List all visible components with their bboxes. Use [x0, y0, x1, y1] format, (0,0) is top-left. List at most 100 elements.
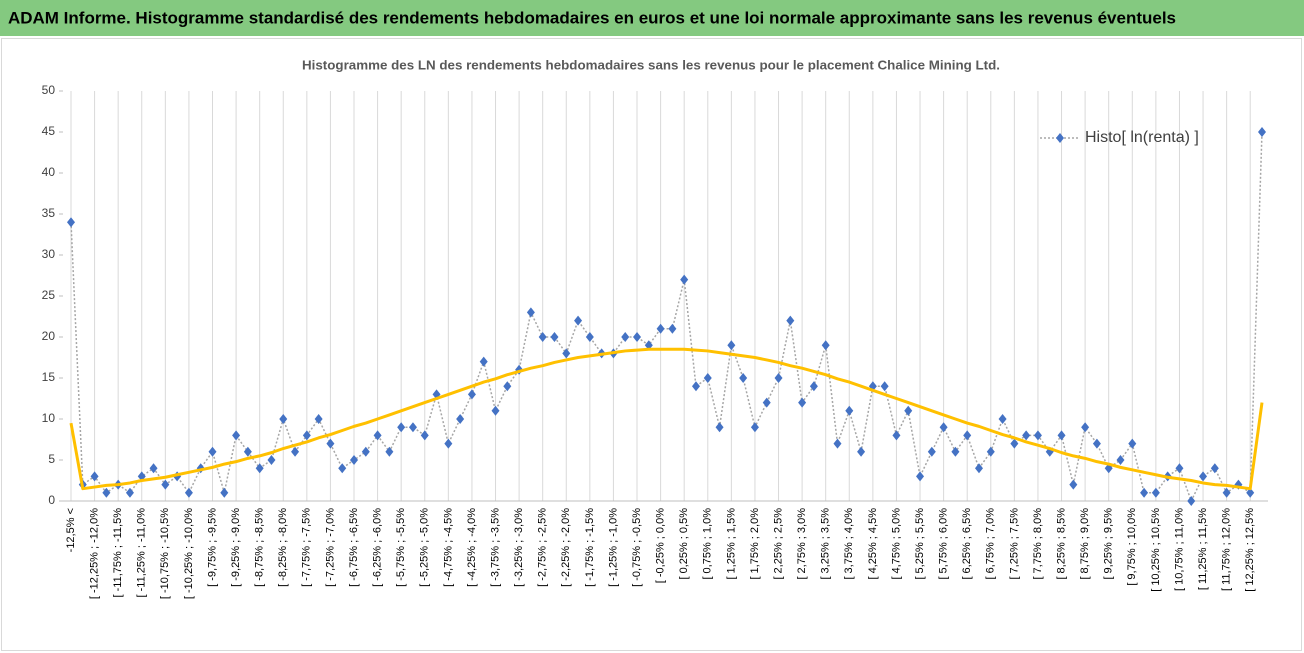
- x-tick-label: [ 5,25% ; 5,5%: [914, 508, 926, 580]
- data-point: [456, 414, 465, 424]
- legend-label: Histo[ ln(renta) ]: [1085, 129, 1199, 146]
- x-tick-label: [ -4,25% ; -4,0%: [466, 508, 478, 587]
- x-tick-label: [ -1,25% ; -1,0%: [607, 508, 619, 587]
- data-point: [149, 463, 158, 474]
- data-point: [703, 373, 712, 383]
- x-tick-label: [ -10,25% ; -10,0%: [183, 508, 195, 599]
- x-tick-label: [ 5,75% ; 6,0%: [938, 508, 950, 580]
- x-tick-label: [ -2,25% ; -2,0%: [560, 508, 572, 587]
- data-point: [1033, 430, 1042, 441]
- data-point: [102, 487, 111, 498]
- data-point: [927, 446, 936, 457]
- data-point: [526, 307, 535, 318]
- data-point: [538, 332, 547, 342]
- data-point: [1022, 430, 1031, 441]
- y-tick-label: 5: [48, 452, 55, 466]
- data-point: [1151, 487, 1160, 498]
- y-tick-label: 15: [42, 370, 56, 384]
- x-tick-label: [ -3,75% ; -3,5%: [489, 508, 501, 587]
- data-point: [302, 430, 311, 441]
- data-point: [786, 315, 795, 326]
- chart-title: Histogramme des LN des rendements hebdom…: [302, 57, 1000, 72]
- data-point: [1069, 479, 1078, 490]
- data-point: [715, 422, 724, 433]
- x-tick-label: [ 3,25% ; 3,5%: [820, 508, 832, 580]
- data-point: [1140, 487, 1149, 498]
- x-tick-label: [ -5,75% ; -5,5%: [395, 508, 407, 587]
- data-point: [161, 479, 170, 490]
- x-tick-label: [ 7,25% ; 7,5%: [1008, 508, 1020, 580]
- x-tick-label: [ -0,75% ; -0,5%: [631, 508, 643, 587]
- data-point: [467, 389, 476, 400]
- data-point: [1175, 463, 1184, 474]
- data-point: [420, 430, 429, 441]
- x-tick-label: [ 9,75% ; 10,0%: [1126, 508, 1138, 586]
- data-point: [1116, 455, 1125, 465]
- data-point: [656, 323, 665, 334]
- data-point: [208, 446, 217, 457]
- data-point: [904, 405, 913, 416]
- data-point: [680, 274, 689, 285]
- data-point: [243, 446, 252, 457]
- data-point: [880, 381, 889, 392]
- x-tick-label: [ -6,75% ; -6,5%: [348, 508, 360, 587]
- x-tick-label: [ 4,25% ; 4,5%: [867, 508, 879, 580]
- x-tick-label: [ -8,75% ; -8,5%: [254, 508, 266, 587]
- x-tick-label: [ -11,25% ; -11,0%: [136, 508, 148, 598]
- y-tick-label: 40: [42, 165, 56, 179]
- data-point: [125, 487, 134, 498]
- x-tick-label: [ -11,75% ; -11,5%: [112, 508, 124, 598]
- x-tick-label: [ 0,25% ; 0,5%: [678, 508, 690, 580]
- data-point: [503, 381, 512, 392]
- data-point: [762, 397, 771, 408]
- data-point: [986, 446, 995, 457]
- data-point: [739, 373, 748, 383]
- data-point: [644, 340, 653, 351]
- x-tick-label: [ 6,25% ; 6,5%: [961, 508, 973, 580]
- y-tick-label: 30: [42, 247, 56, 261]
- data-point: [691, 381, 700, 392]
- x-tick-label: [ 2,75% ; 3,0%: [796, 508, 808, 580]
- x-tick-label: [ 10,25% ; 10,5%: [1150, 508, 1162, 592]
- x-tick-label: [ -4,75% ; -4,5%: [442, 508, 454, 587]
- x-tick-label: [ 8,25% ; 8,5%: [1055, 508, 1067, 580]
- data-point: [857, 446, 866, 457]
- x-tick-label: [ 7,75% ; 8,0%: [1032, 508, 1044, 580]
- x-tick-label: [ 12,25% ; 12,5%: [1244, 508, 1256, 592]
- x-tick-label: [ 2,25% ; 2,5%: [772, 508, 784, 580]
- data-point: [727, 340, 736, 351]
- data-point: [939, 422, 948, 433]
- data-point: [574, 315, 583, 326]
- x-tick-label: [ 1,25% ; 1,5%: [725, 508, 737, 580]
- x-tick-label: [ 4,75% ; 5,0%: [890, 508, 902, 580]
- x-tick-label: [ -7,25% ; -7,0%: [324, 508, 336, 587]
- data-point: [373, 430, 382, 441]
- x-tick-label: [ 8,75% ; 9,0%: [1079, 508, 1091, 580]
- x-tick-label: [ 6,75% ; 7,0%: [985, 508, 997, 580]
- x-tick-label: [ 0,75% ; 1,0%: [702, 508, 714, 580]
- data-point: [408, 422, 417, 433]
- data-point: [184, 487, 193, 498]
- x-tick-label: [ -7,75% ; -7,5%: [301, 508, 313, 587]
- y-tick-label: 25: [42, 288, 56, 302]
- x-tick-label: -12,5% <: [65, 508, 77, 552]
- y-tick-label: 0: [48, 493, 55, 507]
- y-tick-label: 45: [42, 124, 56, 138]
- data-point: [255, 463, 264, 474]
- header-bar: [0, 0, 1304, 36]
- data-point: [90, 471, 99, 482]
- data-point: [974, 463, 983, 474]
- x-tick-label: [ -6,25% ; -6,0%: [372, 508, 384, 587]
- data-point: [633, 332, 642, 342]
- data-point: [361, 446, 370, 457]
- data-point: [585, 332, 594, 342]
- header-title: ADAM Informe. Histogramme standardisé de…: [8, 8, 1176, 27]
- x-tick-label: [ 3,75% ; 4,0%: [843, 508, 855, 580]
- data-point: [798, 397, 807, 408]
- data-point: [279, 414, 288, 424]
- legend-marker: [1056, 133, 1064, 143]
- data-point: [444, 438, 453, 449]
- data-point: [1199, 471, 1208, 482]
- data-point: [998, 414, 1007, 424]
